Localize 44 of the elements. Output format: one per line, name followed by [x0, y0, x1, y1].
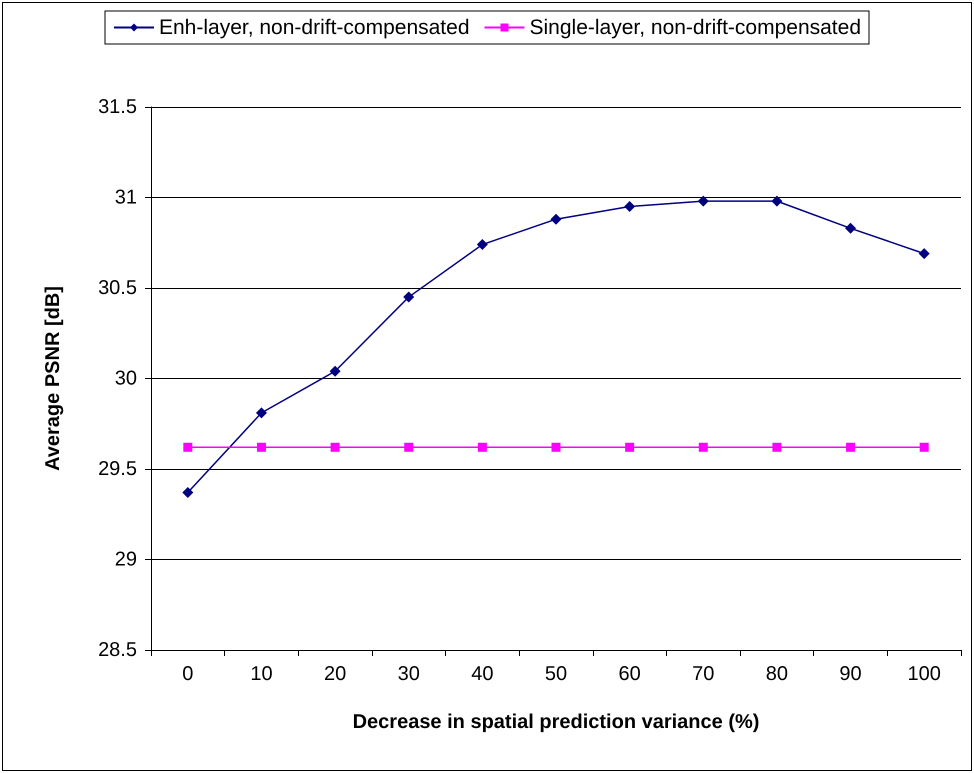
x-tick-label: 60 — [618, 663, 641, 685]
point — [330, 366, 341, 377]
point — [698, 442, 708, 452]
point — [256, 442, 266, 452]
point — [918, 248, 930, 260]
y-tick-label: 31 — [114, 186, 137, 208]
point — [404, 442, 414, 452]
point — [920, 442, 929, 452]
x-tick-label: 80 — [766, 663, 788, 685]
x-tick-label: 40 — [471, 663, 494, 685]
y-tick-label: 31.5 — [98, 96, 137, 118]
point — [550, 214, 562, 225]
point — [182, 487, 194, 498]
point — [330, 442, 340, 452]
x-tick-label: 0 — [182, 663, 194, 685]
point — [772, 442, 782, 452]
point — [771, 196, 782, 207]
point — [183, 442, 192, 452]
point — [846, 442, 856, 452]
legend-label: Enh-layer, non-drift-compensated — [158, 16, 470, 39]
point — [552, 442, 560, 452]
point — [478, 442, 487, 452]
x-tick-label: 10 — [250, 663, 273, 685]
point — [403, 292, 414, 303]
y-tick-label: 29.5 — [98, 458, 137, 480]
x-tick-label: 20 — [324, 663, 346, 685]
y-tick-label: 30.5 — [98, 277, 137, 299]
point — [625, 442, 634, 452]
legend-label: Single-layer, non-drift-compensated — [529, 16, 862, 39]
y-tick-label: 30 — [114, 368, 137, 390]
x-tick-label: 100 — [907, 663, 941, 685]
x-tick-label: 90 — [839, 663, 862, 685]
x-tick-label: 30 — [398, 663, 420, 685]
point — [476, 239, 488, 250]
x-tick-label: 70 — [692, 663, 714, 685]
y-tick-label: 29 — [114, 548, 137, 570]
y-axis-title: Average PSNR [dB] — [42, 286, 64, 471]
point — [845, 222, 856, 234]
point — [256, 407, 267, 418]
point — [698, 196, 709, 207]
x-tick-label: 50 — [544, 663, 568, 685]
point — [624, 201, 636, 212]
y-tick-label: 28.5 — [98, 639, 137, 661]
x-axis-title: Decrease in spatial prediction variance (%) — [352, 711, 760, 733]
